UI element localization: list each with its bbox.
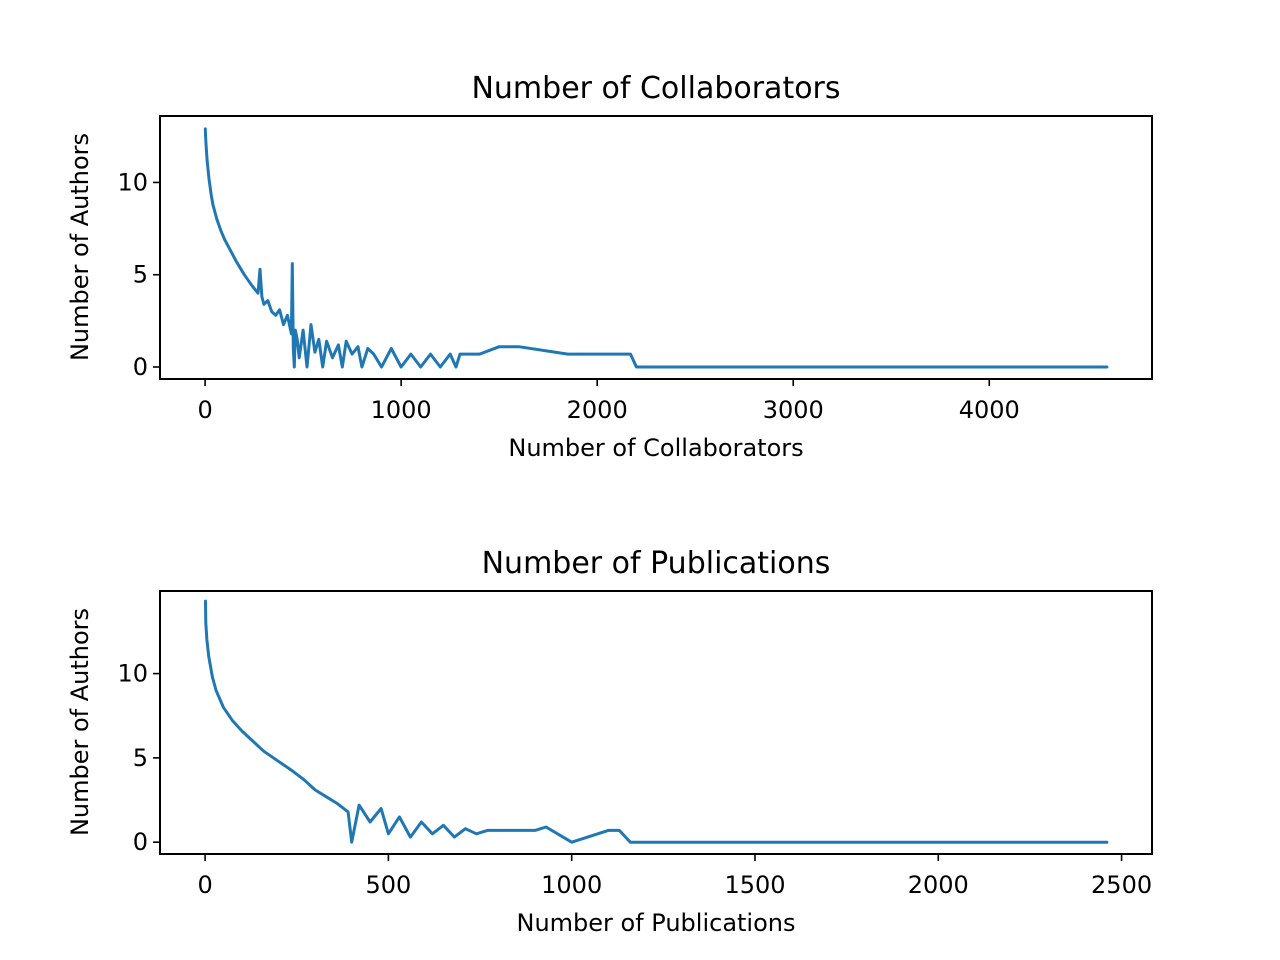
- series-line: [203, 127, 1109, 369]
- tick-group: 0 1000 2000 3000 4000 0 5 10: [117, 168, 1019, 424]
- y-tick-label: 5: [133, 261, 148, 289]
- series-line: [204, 599, 1109, 844]
- y-tick-label: 0: [133, 353, 148, 381]
- x-tick-label: 0: [197, 396, 212, 424]
- x-tick-label: 3000: [763, 396, 824, 424]
- x-tick-label: 2000: [908, 871, 969, 899]
- x-tick-label: 4000: [959, 396, 1020, 424]
- x-axis-label: Number of Collaborators: [508, 434, 803, 462]
- y-tick-label: 0: [133, 828, 148, 856]
- x-tick-label: 1000: [541, 871, 602, 899]
- x-axis-label: Number of Publications: [516, 909, 795, 937]
- plot-frame: [159, 590, 1153, 855]
- x-tick-label: 2000: [567, 396, 628, 424]
- plot-frame: [159, 115, 1153, 380]
- y-tick-label: 10: [117, 660, 148, 688]
- chart-title: Number of Collaborators: [471, 71, 840, 106]
- y-axis-label: Number of Authors: [66, 133, 94, 361]
- y-tick-label: 5: [133, 744, 148, 772]
- y-tick-label: 10: [117, 168, 148, 196]
- x-tick-label: 2500: [1091, 871, 1152, 899]
- chart-title: Number of Publications: [482, 546, 831, 581]
- x-tick-label: 500: [365, 871, 411, 899]
- tick-group: 0 500 1000 1500 2000 2500 0 5 10: [117, 660, 1152, 899]
- collaborators-chart: Number of Collaborators 0 1000 2000 3000 400…: [66, 71, 1153, 462]
- x-tick-label: 1500: [724, 871, 785, 899]
- y-axis-label: Number of Authors: [66, 608, 94, 836]
- x-tick-label: 0: [197, 871, 212, 899]
- publications-chart: Number of Publications 0 500 1000 1500 2000 2…: [66, 546, 1153, 937]
- x-tick-label: 1000: [371, 396, 432, 424]
